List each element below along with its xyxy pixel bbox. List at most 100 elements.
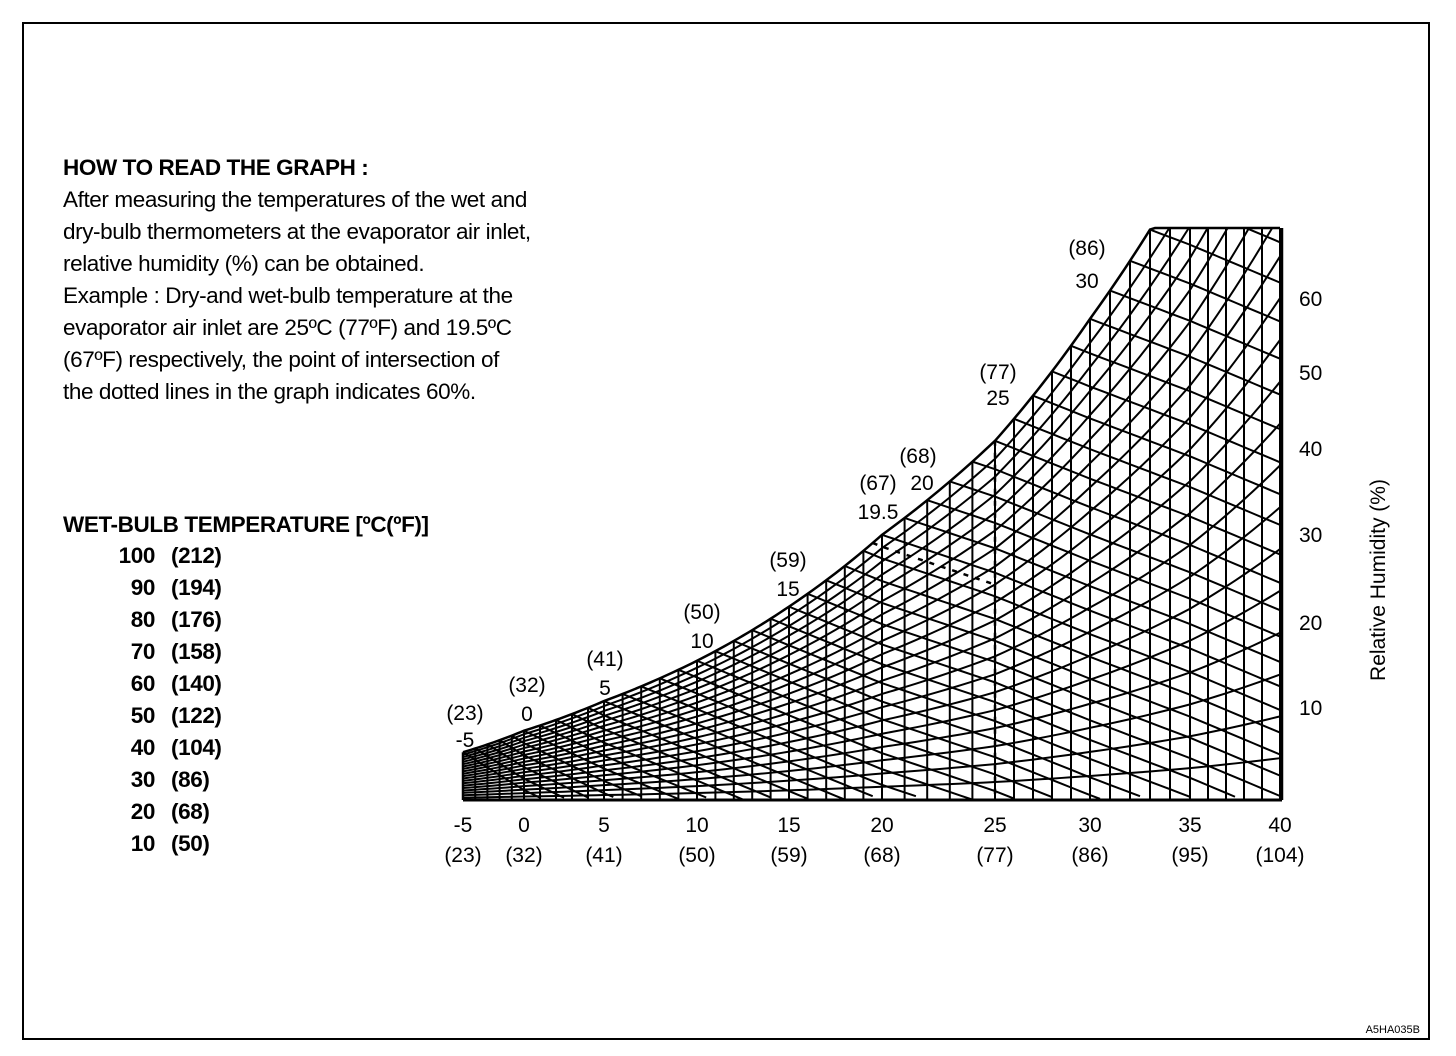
wet-bulb-line bbox=[1070, 344, 1281, 431]
wet-bulb-line bbox=[1149, 228, 1281, 284]
x-tick-label-celsius: 25 bbox=[983, 814, 1006, 837]
wet-bulb-line bbox=[788, 605, 1281, 797]
wet-bulb-line bbox=[807, 592, 1281, 777]
celsius-value: 80 bbox=[130, 607, 156, 632]
wet-bulb-legend-row: 70 (158) bbox=[63, 636, 429, 668]
wet-bulb-legend-row: 100 (212) bbox=[63, 540, 429, 572]
fahrenheit-value: (212) bbox=[171, 543, 222, 568]
saturation-label-celsius: 30 bbox=[1075, 270, 1098, 293]
rh-tick-label: 20 bbox=[1299, 612, 1322, 635]
wet-bulb-legend-row: 60 (140) bbox=[63, 668, 429, 700]
celsius-value: 20 bbox=[130, 799, 156, 824]
x-tick-label-celsius: 40 bbox=[1268, 814, 1291, 837]
celsius-value: 60 bbox=[130, 671, 156, 696]
x-tick-label-fahrenheit: (50) bbox=[678, 844, 715, 867]
x-tick-label-fahrenheit: (59) bbox=[770, 844, 807, 867]
fahrenheit-value: (176) bbox=[171, 607, 222, 632]
rh-tick-label: 60 bbox=[1299, 288, 1322, 311]
how-to-read-text: HOW TO READ THE GRAPH : After measuring … bbox=[63, 152, 531, 408]
celsius-value: 30 bbox=[130, 767, 156, 792]
fahrenheit-value: (140) bbox=[171, 671, 222, 696]
wet-bulb-line bbox=[622, 693, 874, 798]
x-tick-label-fahrenheit: (32) bbox=[505, 844, 542, 867]
y-axis-label: Relative Humidity (%) bbox=[1367, 479, 1390, 681]
wet-bulb-line bbox=[1129, 259, 1281, 323]
saturation-label-fahrenheit: (67) bbox=[859, 472, 896, 495]
relative-humidity-curve bbox=[463, 715, 1281, 797]
wet-bulb-line bbox=[949, 480, 1281, 612]
celsius-value: 100 bbox=[118, 543, 156, 568]
rh-tick-label: 10 bbox=[1299, 697, 1322, 720]
relative-humidity-curve bbox=[463, 228, 1281, 766]
wet-bulb-line bbox=[733, 640, 1141, 798]
relative-humidity-curve bbox=[463, 464, 1281, 782]
relative-humidity-curve bbox=[463, 255, 1281, 770]
x-tick-label-fahrenheit: (68) bbox=[863, 844, 900, 867]
wet-bulb-line bbox=[844, 565, 1281, 734]
wet-bulb-legend-row: 10 (50) bbox=[63, 828, 429, 860]
relative-humidity-curve bbox=[463, 297, 1281, 773]
celsius-value: 90 bbox=[130, 575, 156, 600]
saturation-curve bbox=[462, 226, 1280, 754]
fahrenheit-value: (68) bbox=[171, 799, 210, 824]
saturation-label-fahrenheit: (59) bbox=[769, 549, 806, 572]
instruction-line: evaporator air inlet are 25ºC (77ºF) and… bbox=[63, 315, 512, 340]
wet-bulb-legend-row: 50 (122) bbox=[63, 700, 429, 732]
figure-frame bbox=[22, 22, 1430, 1040]
x-tick-label-celsius: 20 bbox=[870, 814, 893, 837]
wet-bulb-legend-row: 20 (68) bbox=[63, 796, 429, 828]
how-to-title: HOW TO READ THE GRAPH : bbox=[63, 155, 369, 180]
fahrenheit-value: (122) bbox=[171, 703, 222, 728]
relative-humidity-curve bbox=[463, 757, 1281, 799]
saturation-label-celsius: 20 bbox=[910, 472, 933, 495]
wet-bulb-line bbox=[587, 706, 808, 800]
rh-tick-label: 50 bbox=[1299, 362, 1322, 385]
wet-bulb-line bbox=[751, 629, 1191, 798]
instruction-line: relative humidity (%) can be obtained. bbox=[63, 251, 425, 276]
wet-bulb-legend-row: 30 (86) bbox=[63, 764, 429, 796]
wet-bulb-line bbox=[1089, 317, 1281, 396]
x-tick-label-fahrenheit: (23) bbox=[444, 844, 481, 867]
wet-bulb-line bbox=[1109, 289, 1281, 360]
saturation-label-fahrenheit: (23) bbox=[446, 702, 483, 725]
saturation-label-celsius: 0 bbox=[521, 703, 533, 726]
relative-humidity-curve bbox=[463, 673, 1281, 794]
wet-bulb-line bbox=[926, 499, 1281, 638]
relative-humidity-curve bbox=[463, 422, 1281, 780]
saturation-label-celsius: 25 bbox=[986, 387, 1009, 410]
figure-code: A5HA035B bbox=[1365, 1024, 1420, 1036]
x-tick-label-fahrenheit: (104) bbox=[1255, 844, 1304, 867]
rh-tick-label: 30 bbox=[1299, 524, 1322, 547]
wet-bulb-line bbox=[715, 650, 1101, 800]
wet-bulb-line bbox=[1013, 417, 1281, 526]
x-tick-label-fahrenheit: (77) bbox=[976, 844, 1013, 867]
relative-humidity-curve bbox=[463, 228, 1281, 761]
saturation-label-fahrenheit: (41) bbox=[586, 648, 623, 671]
saturation-label-fahrenheit: (68) bbox=[899, 445, 936, 468]
celsius-value: 10 bbox=[130, 831, 156, 856]
wet-bulb-legend-row: 80 (176) bbox=[63, 604, 429, 636]
saturation-label-celsius: 19.5 bbox=[858, 501, 899, 524]
saturation-label-celsius: 5 bbox=[599, 677, 611, 700]
x-tick-label-celsius: 35 bbox=[1178, 814, 1201, 837]
relative-humidity-curve bbox=[463, 228, 1281, 758]
wet-bulb-line bbox=[994, 439, 1281, 556]
wet-bulb-line bbox=[863, 549, 1281, 711]
rh-tick-label: 40 bbox=[1299, 438, 1322, 461]
x-tick-label-fahrenheit: (95) bbox=[1171, 844, 1208, 867]
saturation-label-fahrenheit: (32) bbox=[508, 674, 545, 697]
wet-bulb-legend-row: 40 (104) bbox=[63, 732, 429, 764]
relative-humidity-curve bbox=[463, 631, 1281, 792]
relative-humidity-curve bbox=[463, 548, 1281, 787]
x-tick-label-celsius: 30 bbox=[1078, 814, 1101, 837]
fahrenheit-value: (86) bbox=[171, 767, 210, 792]
relative-humidity-curve bbox=[463, 228, 1281, 768]
instruction-line: (67ºF) respectively, the point of inters… bbox=[63, 347, 499, 372]
x-tick-label-celsius: 15 bbox=[777, 814, 800, 837]
celsius-value: 40 bbox=[130, 735, 156, 760]
fahrenheit-value: (194) bbox=[171, 575, 222, 600]
wet-bulb-line bbox=[1051, 370, 1281, 464]
celsius-value: 70 bbox=[130, 639, 156, 664]
wet-bulb-line bbox=[1032, 394, 1281, 496]
